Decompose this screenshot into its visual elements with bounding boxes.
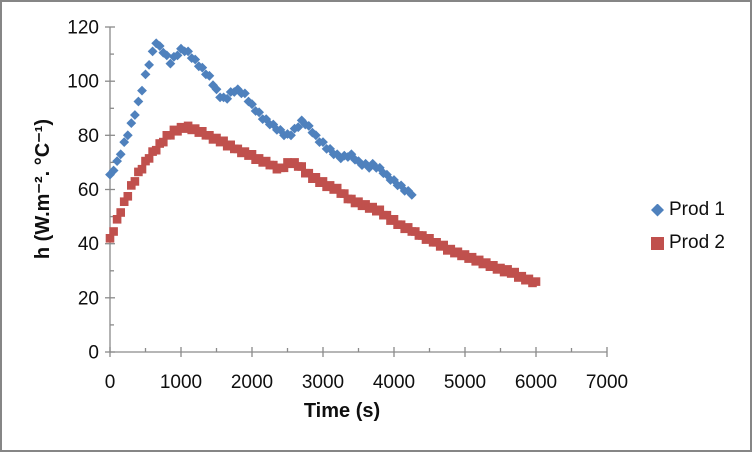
- legend-item-prod-1: Prod 1: [651, 199, 725, 221]
- y-axis-title: h (W.m⁻². °C⁻¹): [32, 118, 54, 260]
- x-tick-label: 4000: [373, 372, 415, 393]
- data-point-prod-1: [137, 85, 147, 96]
- data-point-prod-2: [112, 215, 122, 224]
- data-point-prod-1: [144, 60, 154, 70]
- data-point-prod-1: [147, 46, 158, 57]
- y-tick-label: 20: [78, 288, 99, 309]
- data-point-prod-2: [137, 164, 147, 174]
- data-point-prod-1: [190, 54, 201, 65]
- data-point-prod-2: [531, 277, 541, 286]
- data-point-prod-1: [357, 160, 367, 170]
- data-point-prod-2: [382, 210, 392, 220]
- data-point-prod-2: [297, 162, 306, 171]
- data-point-prod-1: [140, 69, 151, 80]
- data-point-prod-1: [208, 80, 218, 91]
- data-point-prod-2: [144, 154, 154, 163]
- data-point-prod-1: [183, 46, 193, 57]
- legend-item-prod-2: Prod 2: [651, 232, 725, 254]
- data-point-prod-2: [389, 215, 399, 224]
- data-point-prod-2: [166, 131, 175, 140]
- legend: Prod 1 Prod 2: [651, 199, 725, 254]
- x-tick-label: 7000: [586, 372, 628, 393]
- data-point-prod-1: [303, 121, 314, 131]
- x-tick-label: 1000: [160, 372, 202, 393]
- data-point-prod-2: [510, 267, 519, 277]
- data-point-prod-1: [151, 38, 162, 49]
- y-tick-label: 0: [88, 343, 99, 364]
- data-point-prod-1: [165, 58, 176, 69]
- x-tick-label: 5000: [444, 372, 486, 393]
- data-point-prod-1: [122, 130, 133, 141]
- y-tick-label: 40: [78, 234, 99, 255]
- data-point-prod-1: [318, 137, 328, 147]
- data-point-prod-1: [218, 92, 229, 103]
- data-point-prod-1: [406, 190, 417, 200]
- data-point-prod-2: [304, 168, 314, 178]
- y-tick-label: 100: [67, 72, 99, 93]
- data-point-prod-1: [105, 169, 115, 180]
- data-point-prod-1: [172, 50, 183, 61]
- data-point-prod-1: [126, 118, 137, 128]
- data-point-prod-1: [161, 50, 172, 61]
- y-tick-label: 120: [67, 18, 99, 39]
- data-point-prod-1: [211, 84, 222, 95]
- data-point-prod-2: [219, 136, 228, 146]
- data-point-prod-2: [159, 137, 168, 147]
- data-point-prod-2: [340, 189, 349, 198]
- data-point-prod-1: [240, 88, 250, 99]
- data-point-prod-1: [254, 107, 264, 118]
- data-point-prod-2: [279, 163, 289, 173]
- data-point-prod-1: [247, 99, 257, 110]
- data-point-prod-1: [115, 149, 126, 160]
- data-point-prod-2: [105, 234, 115, 243]
- data-point-prod-2: [151, 145, 161, 155]
- x-tick-label: 6000: [515, 372, 557, 393]
- x-axis-title: Time (s): [303, 400, 381, 422]
- data-point-prod-2: [439, 240, 448, 250]
- data-point-prod-1: [108, 165, 119, 176]
- data-point-prod-1: [201, 69, 211, 80]
- data-point-prod-1: [154, 41, 165, 51]
- x-tick-label: 3000: [302, 372, 344, 393]
- data-point-prod-1: [130, 110, 140, 120]
- data-point-prod-1: [204, 70, 215, 81]
- data-point-prod-1: [353, 156, 364, 166]
- data-point-prod-1: [311, 130, 321, 141]
- legend-label-prod-2: Prod 2: [669, 232, 725, 253]
- x-tick-label: 0: [105, 372, 116, 393]
- data-point-prod-2: [109, 227, 118, 236]
- data-point-prod-2: [332, 183, 342, 193]
- y-tick-label: 80: [78, 126, 99, 147]
- data-point-prod-2: [123, 192, 133, 201]
- data-point-prod-2: [311, 173, 321, 182]
- data-point-prod-1: [119, 137, 130, 147]
- y-tick-label: 60: [78, 180, 99, 201]
- prod-1-diamond-icon: [651, 203, 664, 217]
- data-point-prod-1: [197, 62, 208, 73]
- prod-2-square-icon: [651, 236, 664, 250]
- data-point-prod-1: [222, 93, 233, 104]
- data-point-prod-1: [286, 130, 296, 141]
- x-tick-label: 2000: [231, 372, 273, 393]
- data-point-prod-2: [130, 177, 140, 186]
- data-point-prod-2: [375, 205, 385, 215]
- data-point-prod-1: [389, 175, 399, 185]
- data-point-prod-1: [133, 96, 144, 107]
- data-point-prod-2: [247, 150, 257, 159]
- legend-label-prod-1: Prod 1: [669, 199, 725, 220]
- data-point-prod-2: [318, 177, 328, 186]
- data-point-prod-1: [112, 156, 122, 166]
- data-point-prod-2: [119, 197, 129, 206]
- data-point-prod-1: [169, 51, 179, 62]
- data-point-prod-2: [116, 208, 125, 217]
